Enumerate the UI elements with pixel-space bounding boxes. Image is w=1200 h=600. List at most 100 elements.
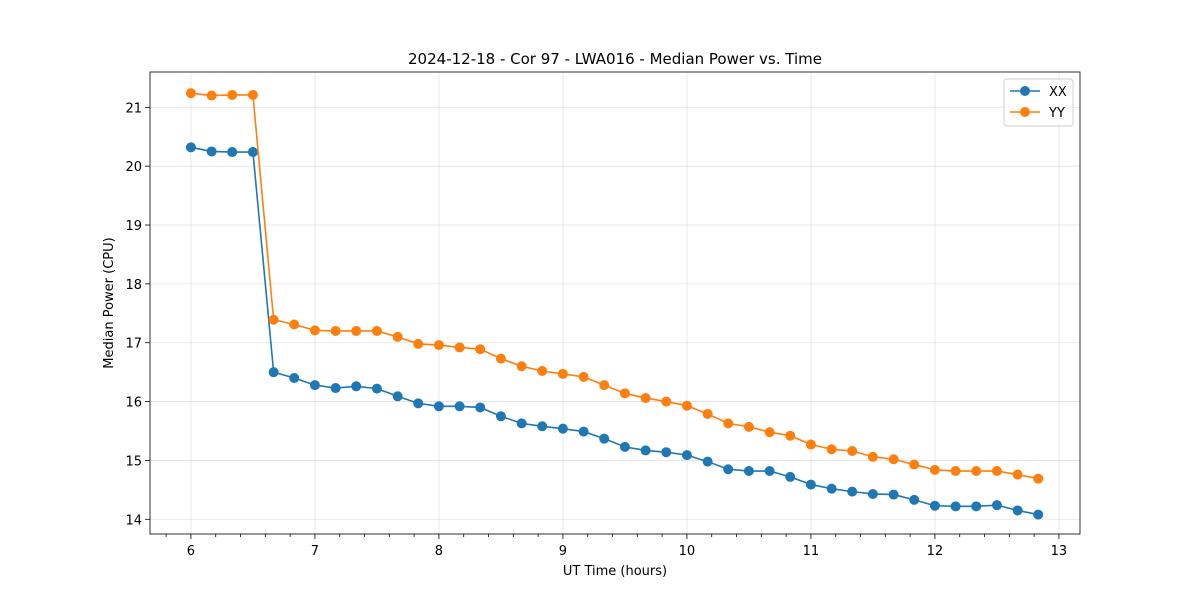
data-point-yy [371, 325, 382, 336]
data-point-yy [454, 342, 465, 353]
data-point-xx [888, 489, 899, 500]
legend-label-xx: XX [1049, 85, 1067, 100]
legend-label-yy: YY [1048, 106, 1065, 121]
data-point-yy [1033, 473, 1044, 484]
data-point-xx [743, 466, 754, 477]
data-point-yy [433, 340, 444, 351]
data-point-xx [681, 450, 692, 461]
data-point-xx [309, 380, 320, 391]
data-point-yy [826, 444, 837, 455]
data-point-xx [495, 411, 506, 422]
legend-marker-xx [1020, 86, 1030, 96]
legend-marker-yy [1020, 107, 1030, 117]
data-point-yy [330, 325, 341, 336]
data-point-xx [723, 464, 734, 475]
data-point-xx [619, 441, 630, 452]
chart-title: 2024-12-18 - Cor 97 - LWA016 - Median Po… [408, 50, 822, 68]
data-point-yy [289, 319, 300, 330]
data-point-yy [619, 388, 630, 399]
y-tick-label: 14 [125, 513, 142, 528]
data-point-yy [557, 368, 568, 379]
data-point-yy [475, 344, 486, 355]
y-axis-label: Median Power (CPU) [102, 237, 117, 368]
data-point-yy [516, 361, 527, 372]
data-point-yy [599, 380, 610, 391]
data-point-xx [371, 383, 382, 394]
x-tick-label: 9 [559, 544, 567, 559]
x-tick-label: 6 [187, 544, 195, 559]
data-point-yy [888, 454, 899, 465]
data-point-yy [971, 466, 982, 477]
data-point-yy [909, 459, 920, 470]
data-point-xx [599, 433, 610, 444]
legend: XX YY [1003, 78, 1074, 127]
data-point-xx [227, 147, 238, 158]
data-point-xx [1033, 509, 1044, 520]
data-point-xx [433, 401, 444, 412]
data-point-yy [537, 365, 548, 376]
data-point-yy [661, 396, 672, 407]
data-point-xx [557, 423, 568, 434]
data-point-xx [764, 466, 775, 477]
data-point-yy [743, 421, 754, 432]
data-point-xx [413, 398, 424, 409]
data-point-xx [640, 445, 651, 456]
data-point-xx [909, 494, 920, 505]
data-point-xx [578, 426, 589, 437]
data-point-xx [475, 402, 486, 413]
x-tick-label: 13 [1051, 544, 1068, 559]
series-layer [185, 88, 1044, 520]
data-point-xx [785, 471, 796, 482]
data-point-yy [847, 446, 858, 457]
data-point-xx [805, 479, 816, 490]
data-point-yy [681, 400, 692, 411]
data-point-xx [929, 500, 940, 511]
data-point-yy [723, 418, 734, 429]
data-point-xx [661, 447, 672, 458]
data-point-yy [309, 325, 320, 336]
data-point-xx [185, 142, 196, 153]
axis-ticks: 6 7 8 9 10 11 12 13 14 15 16 17 18 19 20 21 [125, 101, 1067, 559]
data-point-xx [537, 421, 548, 432]
data-point-xx [516, 418, 527, 429]
data-point-xx [702, 456, 713, 467]
x-tick-label: 10 [679, 544, 696, 559]
data-point-yy [351, 325, 362, 336]
data-point-xx [247, 147, 258, 158]
data-point-yy [867, 451, 878, 462]
data-point-yy [991, 466, 1002, 477]
data-point-yy [929, 464, 940, 475]
y-tick-label: 18 [125, 278, 142, 293]
data-point-yy [1012, 469, 1023, 480]
data-point-xx [867, 488, 878, 499]
y-tick-label: 20 [125, 160, 142, 175]
data-point-yy [227, 89, 238, 100]
data-point-yy [247, 89, 258, 100]
y-tick-label: 17 [125, 337, 142, 352]
data-point-xx [330, 383, 341, 394]
data-point-yy [413, 338, 424, 349]
data-point-yy [392, 331, 403, 342]
data-point-xx [392, 391, 403, 402]
data-point-xx [826, 483, 837, 494]
data-point-yy [268, 314, 279, 325]
data-point-xx [206, 146, 217, 157]
data-point-yy [805, 439, 816, 450]
x-tick-label: 7 [311, 544, 319, 559]
data-point-yy [764, 427, 775, 438]
y-tick-label: 21 [125, 101, 142, 116]
data-point-yy [785, 430, 796, 441]
data-point-xx [1012, 505, 1023, 516]
data-point-xx [454, 401, 465, 412]
plot-frame [149, 71, 1081, 535]
y-tick-label: 15 [125, 454, 142, 469]
x-axis-label: UT Time (hours) [563, 564, 667, 579]
x-tick-label: 12 [927, 544, 944, 559]
data-point-xx [950, 501, 961, 512]
data-point-yy [640, 393, 651, 404]
data-point-xx [351, 381, 362, 392]
data-point-yy [185, 88, 196, 99]
data-point-xx [847, 486, 858, 497]
